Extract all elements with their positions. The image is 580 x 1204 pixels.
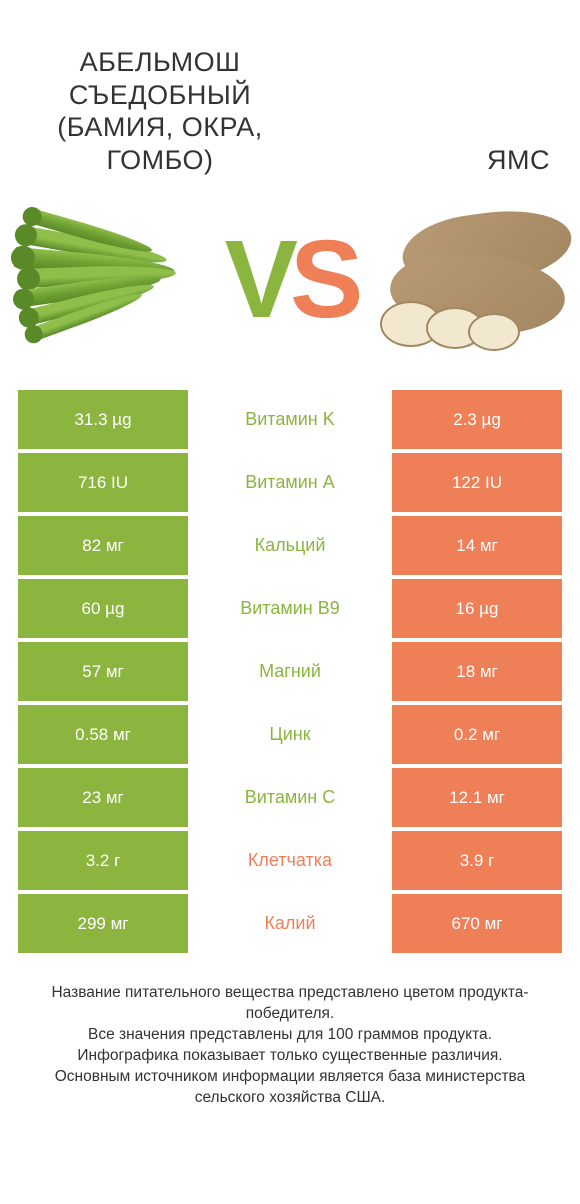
cell-left: 0.58 мг	[18, 705, 188, 764]
footer: Название питательного вещества представл…	[28, 983, 552, 1109]
cell-right: 16 µg	[392, 579, 562, 638]
cell-left: 57 мг	[18, 642, 188, 701]
cell-right: 670 мг	[392, 894, 562, 953]
cell-right: 2.3 µg	[392, 390, 562, 449]
cell-left: 716 IU	[18, 453, 188, 512]
table-row: 23 мгВитамин C12.1 мг	[18, 768, 562, 827]
table-row: 31.3 µgВитамин K2.3 µg	[18, 390, 562, 449]
cell-left: 82 мг	[18, 516, 188, 575]
cell-nutrient: Калий	[188, 894, 392, 953]
vs-row: VS	[0, 180, 580, 380]
cell-nutrient: Витамин B9	[188, 579, 392, 638]
footer-line: Инфографика показывает только существенн…	[28, 1046, 552, 1067]
header: АБЕЛЬМОШ СЪЕДОБНЫЙ (БАМИЯ, ОКРА, ГОМБО) …	[0, 0, 580, 180]
footer-line: Основным источником информации является …	[28, 1067, 552, 1109]
cell-right: 18 мг	[392, 642, 562, 701]
table-row: 57 мгМагний18 мг	[18, 642, 562, 701]
table-row: 60 µgВитамин B916 µg	[18, 579, 562, 638]
cell-nutrient: Клетчатка	[188, 831, 392, 890]
cell-right: 3.9 г	[392, 831, 562, 890]
cell-left: 31.3 µg	[18, 390, 188, 449]
header-right: ЯМС	[487, 18, 550, 176]
cell-nutrient: Кальций	[188, 516, 392, 575]
cell-right: 122 IU	[392, 453, 562, 512]
cell-right: 0.2 мг	[392, 705, 562, 764]
cell-nutrient: Витамин K	[188, 390, 392, 449]
cell-nutrient: Витамин C	[188, 768, 392, 827]
table-row: 3.2 гКлетчатка3.9 г	[18, 831, 562, 890]
table-row: 716 IUВитамин A122 IU	[18, 453, 562, 512]
cell-left: 23 мг	[18, 768, 188, 827]
comparison-table: 31.3 µgВитамин K2.3 µg716 IUВитамин A122…	[18, 390, 562, 953]
cell-right: 14 мг	[392, 516, 562, 575]
title-right: ЯМС	[487, 144, 550, 176]
cell-nutrient: Цинк	[188, 705, 392, 764]
vs-label: VS	[210, 225, 370, 335]
cell-left: 299 мг	[18, 894, 188, 953]
vs-v: V	[225, 225, 290, 335]
cell-left: 60 µg	[18, 579, 188, 638]
table-row: 299 мгКалий670 мг	[18, 894, 562, 953]
cell-nutrient: Витамин A	[188, 453, 392, 512]
footer-line: Название питательного вещества представл…	[28, 983, 552, 1025]
vs-s: S	[290, 225, 355, 335]
title-left: АБЕЛЬМОШ СЪЕДОБНЫЙ (БАМИЯ, ОКРА, ГОМБО)	[30, 46, 290, 176]
cell-left: 3.2 г	[18, 831, 188, 890]
table-row: 82 мгКальций14 мг	[18, 516, 562, 575]
cell-right: 12.1 мг	[392, 768, 562, 827]
header-left: АБЕЛЬМОШ СЪЕДОБНЫЙ (БАМИЯ, ОКРА, ГОМБО)	[30, 18, 290, 176]
cell-nutrient: Магний	[188, 642, 392, 701]
food-image-left	[8, 195, 208, 365]
table-row: 0.58 мгЦинк0.2 мг	[18, 705, 562, 764]
footer-line: Все значения представлены для 100 граммо…	[28, 1025, 552, 1046]
food-image-right	[372, 195, 572, 365]
